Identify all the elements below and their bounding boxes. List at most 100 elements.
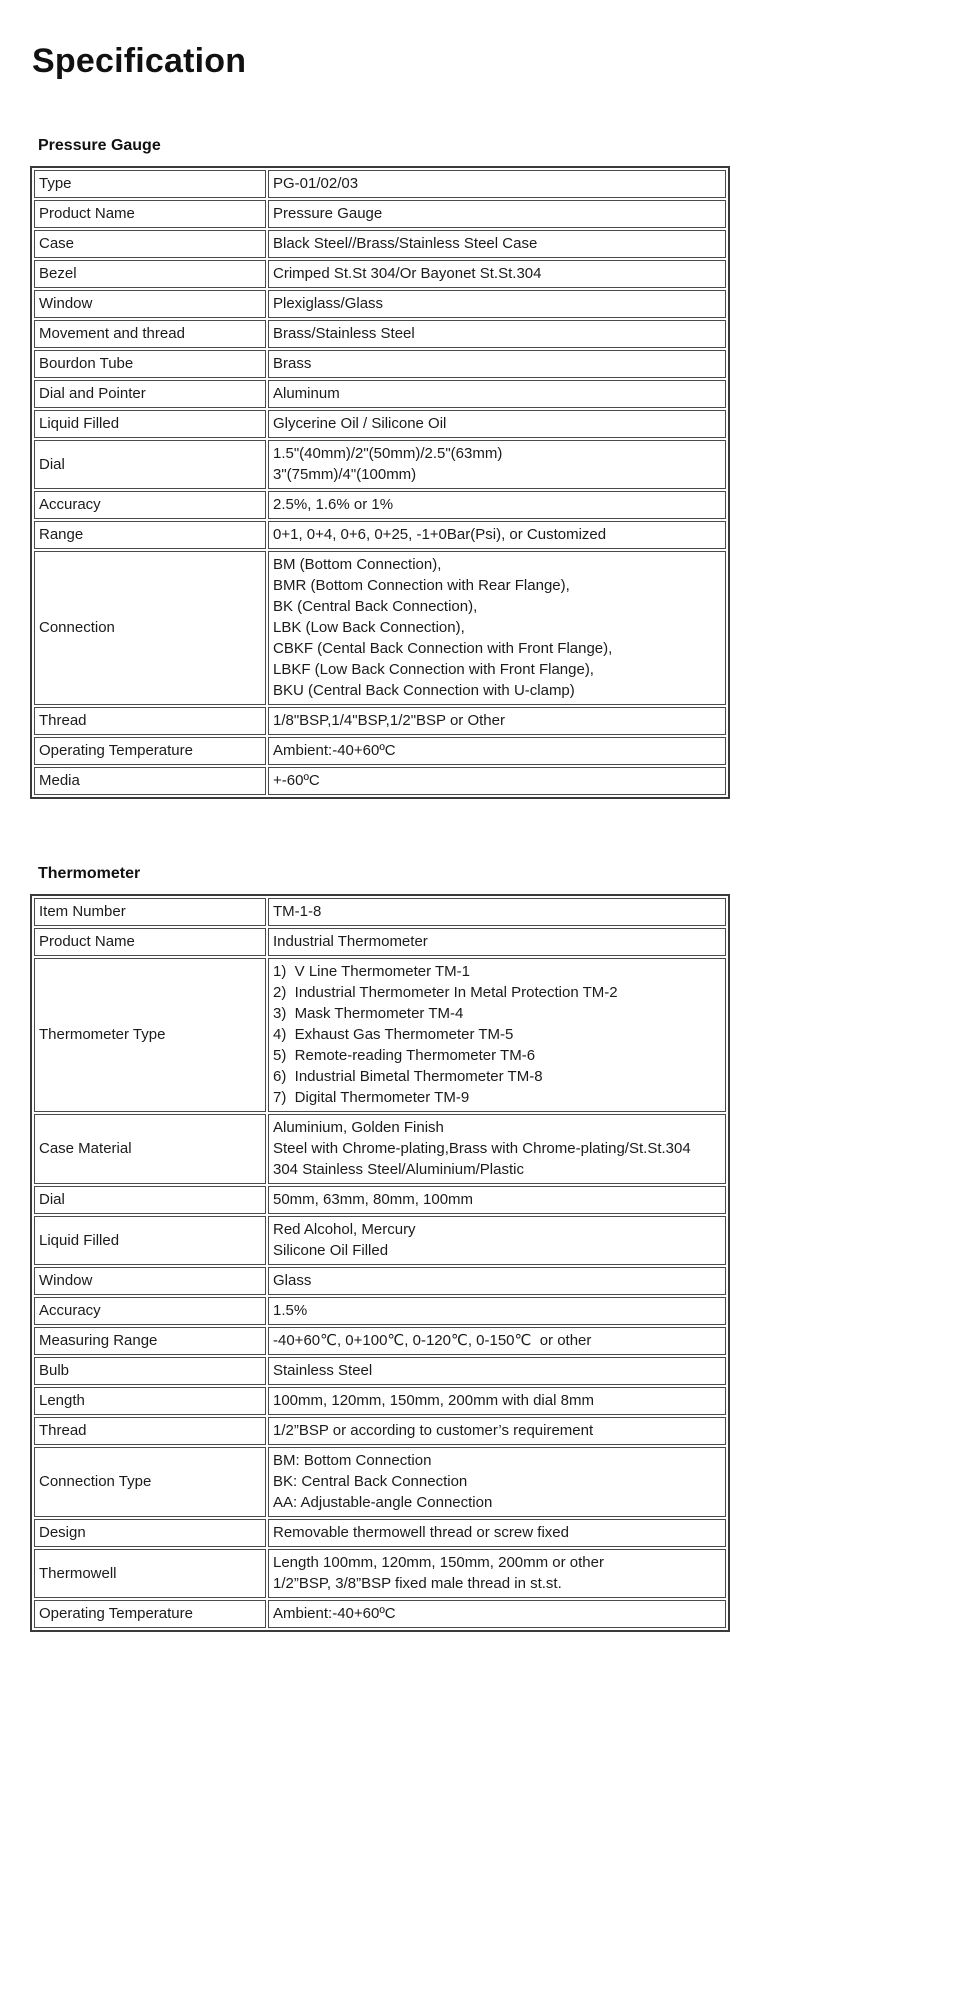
spec-value: Aluminium, Golden Finish Steel with Chro… <box>268 1114 726 1184</box>
table-row: Bourdon Tube Brass <box>34 350 726 378</box>
spec-label: Design <box>34 1519 266 1547</box>
spec-value: Glass <box>268 1267 726 1295</box>
spec-value: 1.5"(40mm)/2"(50mm)/2.5"(63mm) 3"(75mm)/… <box>268 440 726 489</box>
pressure-gauge-section: Pressure Gauge Type PG-01/02/03 Product Na… <box>0 137 960 799</box>
spec-value: Length 100mm, 120mm, 150mm, 200mm or oth… <box>268 1549 726 1598</box>
section-heading-pressure-gauge: Pressure Gauge <box>38 137 161 154</box>
table-row: Operating Temperature Ambient:-40+60ºC <box>34 737 726 765</box>
spec-value: 1/2”BSP or according to customer’s requi… <box>268 1417 726 1445</box>
spec-label: Item Number <box>34 898 266 926</box>
spec-label: Liquid Filled <box>34 1216 266 1265</box>
spec-value: 50mm, 63mm, 80mm, 100mm <box>268 1186 726 1214</box>
table-row: Range 0+1, 0+4, 0+6, 0+25, -1+0Bar(Psi), … <box>34 521 726 549</box>
table-row: Connection Type BM: Bottom Connection BK:… <box>34 1447 726 1517</box>
table-row: Dial 1.5"(40mm)/2"(50mm)/2.5"(63mm) 3"(75… <box>34 440 726 489</box>
spec-value: Pressure Gauge <box>268 200 726 228</box>
spec-value: Glycerine Oil / Silicone Oil <box>268 410 726 438</box>
spec-label: Connection <box>34 551 266 705</box>
page-title: Specification <box>32 42 247 80</box>
spec-value: Removable thermowell thread or screw fix… <box>268 1519 726 1547</box>
table-row: Thread 1/8"BSP,1/4"BSP,1/2"BSP or Other <box>34 707 726 735</box>
table-row: Bezel Crimped St.St 304/Or Bayonet St.St.… <box>34 260 726 288</box>
spec-value: Ambient:-40+60ºC <box>268 1600 726 1628</box>
spec-value: Ambient:-40+60ºC <box>268 737 726 765</box>
table-row: Dial and Pointer Aluminum <box>34 380 726 408</box>
spec-value: 0+1, 0+4, 0+6, 0+25, -1+0Bar(Psi), or Cu… <box>268 521 726 549</box>
spec-value: TM-1-8 <box>268 898 726 926</box>
spec-label: Accuracy <box>34 1297 266 1325</box>
spec-label: Dial and Pointer <box>34 380 266 408</box>
spec-value: Crimped St.St 304/Or Bayonet St.St.304 <box>268 260 726 288</box>
table-row: Product Name Pressure Gauge <box>34 200 726 228</box>
table-row: Thermowell Length 100mm, 120mm, 150mm, 20… <box>34 1549 726 1598</box>
spec-label: Range <box>34 521 266 549</box>
spec-label: Dial <box>34 440 266 489</box>
spec-value: Red Alcohol, Mercury Silicone Oil Filled <box>268 1216 726 1265</box>
spec-value: +-60ºC <box>268 767 726 795</box>
table-row: Liquid Filled Glycerine Oil / Silicone Oi… <box>34 410 726 438</box>
table-row: Length 100mm, 120mm, 150mm, 200mm with di… <box>34 1387 726 1415</box>
table-row: Case Material Aluminium, Golden Finish St… <box>34 1114 726 1184</box>
table-row: Window Glass <box>34 1267 726 1295</box>
table-row: Operating Temperature Ambient:-40+60ºC <box>34 1600 726 1628</box>
pressure-gauge-table: Type PG-01/02/03 Product Name Pressure Gaug… <box>30 166 730 799</box>
spec-label: Window <box>34 1267 266 1295</box>
table-row: Case Black Steel//Brass/Stainless Steel C… <box>34 230 726 258</box>
spec-label: Bourdon Tube <box>34 350 266 378</box>
spec-label: Case Material <box>34 1114 266 1184</box>
spec-value: Stainless Steel <box>268 1357 726 1385</box>
spec-label: Thread <box>34 1417 266 1445</box>
spec-value: Black Steel//Brass/Stainless Steel Case <box>268 230 726 258</box>
spec-label: Product Name <box>34 928 266 956</box>
table-row: Product Name Industrial Thermometer <box>34 928 726 956</box>
table-row: Thermometer Type 1) V Line Thermometer TM… <box>34 958 726 1112</box>
table-row: Item Number TM-1-8 <box>34 898 726 926</box>
spec-label: Bulb <box>34 1357 266 1385</box>
spec-label: Bezel <box>34 260 266 288</box>
spec-value: Industrial Thermometer <box>268 928 726 956</box>
spec-label: Operating Temperature <box>34 737 266 765</box>
spec-value: -40+60℃, 0+100℃, 0-120℃, 0-150℃ or other <box>268 1327 726 1355</box>
table-row: Type PG-01/02/03 <box>34 170 726 198</box>
spec-value: Aluminum <box>268 380 726 408</box>
spec-label: Connection Type <box>34 1447 266 1517</box>
spec-label: Product Name <box>34 200 266 228</box>
table-row: Thread 1/2”BSP or according to customer’s… <box>34 1417 726 1445</box>
spec-value: 1) V Line Thermometer TM-1 2) Industrial… <box>268 958 726 1112</box>
section-heading-thermometer: Thermometer <box>38 865 141 882</box>
spec-value: 2.5%, 1.6% or 1% <box>268 491 726 519</box>
spec-label: Thread <box>34 707 266 735</box>
table-row: Window Plexiglass/Glass <box>34 290 726 318</box>
spec-label: Measuring Range <box>34 1327 266 1355</box>
spec-label: Thermowell <box>34 1549 266 1598</box>
table-row: Connection BM (Bottom Connection), BMR (B… <box>34 551 726 705</box>
spec-value: PG-01/02/03 <box>268 170 726 198</box>
spec-label: Dial <box>34 1186 266 1214</box>
spec-label: Liquid Filled <box>34 410 266 438</box>
table-row: Dial 50mm, 63mm, 80mm, 100mm <box>34 1186 726 1214</box>
spec-label: Case <box>34 230 266 258</box>
spec-label: Accuracy <box>34 491 266 519</box>
spec-label: Type <box>34 170 266 198</box>
spec-value: BM: Bottom Connection BK: Central Back C… <box>268 1447 726 1517</box>
spec-label: Length <box>34 1387 266 1415</box>
table-row: Media +-60ºC <box>34 767 726 795</box>
spec-value: 1.5% <box>268 1297 726 1325</box>
table-row: Bulb Stainless Steel <box>34 1357 726 1385</box>
spec-value: Brass <box>268 350 726 378</box>
spec-label: Window <box>34 290 266 318</box>
thermometer-section: Thermometer Item Number TM-1-8 Product Nam… <box>0 865 960 1632</box>
spec-value: BM (Bottom Connection), BMR (Bottom Conn… <box>268 551 726 705</box>
spec-value: 100mm, 120mm, 150mm, 200mm with dial 8mm <box>268 1387 726 1415</box>
spec-label: Media <box>34 767 266 795</box>
spec-value: Brass/Stainless Steel <box>268 320 726 348</box>
table-row: Liquid Filled Red Alcohol, Mercury Silico… <box>34 1216 726 1265</box>
table-row: Accuracy 1.5% <box>34 1297 726 1325</box>
thermometer-table: Item Number TM-1-8 Product Name Industrial … <box>30 894 730 1632</box>
spec-value: 1/8"BSP,1/4"BSP,1/2"BSP or Other <box>268 707 726 735</box>
spec-label: Thermometer Type <box>34 958 266 1112</box>
table-row: Movement and thread Brass/Stainless Steel <box>34 320 726 348</box>
spec-value: Plexiglass/Glass <box>268 290 726 318</box>
table-row: Design Removable thermowell thread or scr… <box>34 1519 726 1547</box>
